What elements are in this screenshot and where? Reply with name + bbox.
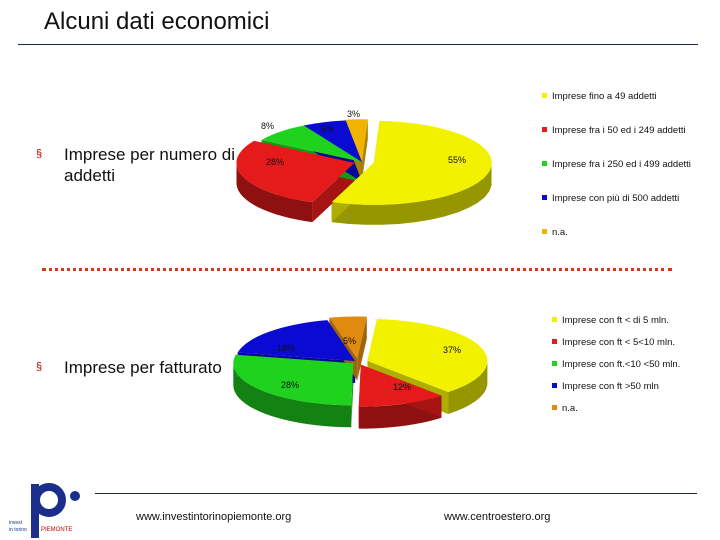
pie-slice-3 xyxy=(303,120,362,162)
pie-slice-0 xyxy=(367,319,488,392)
legend-swatch xyxy=(542,161,547,166)
pie-percent-label-0: 55% xyxy=(448,155,467,165)
svg-text:PIEMONTE: PIEMONTE xyxy=(41,527,72,533)
pie-slice-3 xyxy=(237,320,356,362)
pie-slice-4 xyxy=(329,316,367,359)
legend-swatch xyxy=(552,361,557,366)
pie-slice-side-1 xyxy=(236,161,313,223)
pie-percent-label-1: 28% xyxy=(266,157,285,167)
pie-percent-label-3: 18% xyxy=(277,343,296,353)
bullet-icon: § xyxy=(36,361,43,373)
title-underline xyxy=(18,44,698,45)
dotted-separator xyxy=(42,268,672,271)
slide-title: Alcuni dati economici xyxy=(44,8,270,35)
pie-percent-label-2: 8% xyxy=(261,121,275,131)
section-label-employees: Imprese per numero di addetti xyxy=(64,145,236,185)
pie-slice-0 xyxy=(331,120,492,205)
footer-link-investintorino[interactable]: www.investintorinopiemonte.org xyxy=(136,511,292,523)
footer-link-centroestero[interactable]: www.centroestero.org xyxy=(444,511,551,523)
pie-percent-label-2: 28% xyxy=(281,380,300,390)
legend-swatch xyxy=(552,405,557,410)
pie-chart-employees xyxy=(236,119,492,225)
pie-slice-side-0 xyxy=(331,165,492,225)
pie-slice-side-2 xyxy=(233,363,352,428)
legend-swatch xyxy=(552,383,557,388)
svg-text:invest: invest xyxy=(9,520,23,526)
legend-label: n.a. xyxy=(552,227,568,238)
legend-swatch xyxy=(552,317,557,322)
invest-torino-piemonte-logo: invest in torino PIEMONTE xyxy=(9,483,80,538)
legend-label: Imprese con più di 500 addetti xyxy=(552,193,680,204)
pie-percent-label-1: 12% xyxy=(393,382,412,392)
legend-swatch xyxy=(542,195,547,200)
pie-slice-1 xyxy=(236,140,355,203)
legend-label: Imprese con ft >50 mln xyxy=(562,381,659,392)
legend-label: Imprese fino a 49 addetti xyxy=(552,91,657,102)
legend-label: n.a. xyxy=(562,403,578,414)
section-label-turnover: Imprese per fatturato xyxy=(64,358,222,377)
legend-label: Imprese fra i 250 ed i 499 addetti xyxy=(552,159,691,170)
pie-percent-label-0: 37% xyxy=(443,345,462,355)
legend-swatch xyxy=(542,127,547,132)
legend-swatch xyxy=(552,339,557,344)
pie-percent-label-4: 3% xyxy=(347,109,361,119)
pie-percent-label-4: 5% xyxy=(343,336,357,346)
pie-slice-4 xyxy=(345,119,368,162)
pie-chart-turnover xyxy=(233,316,488,429)
legend-swatch xyxy=(542,229,547,234)
pie-slice-wall-4-1 xyxy=(357,316,367,381)
footer-rule xyxy=(95,493,697,494)
pie-slice-2 xyxy=(261,125,362,162)
legend-label: Imprese con ft < di 5 mln. xyxy=(562,315,669,326)
bullet-icon: § xyxy=(36,148,43,160)
pie-slice-side-0 xyxy=(448,359,488,414)
legend-label: Imprese con ft.<10 <50 mln. xyxy=(562,359,681,370)
legend-label: Imprese fra i 50 ed i 249 addetti xyxy=(552,125,686,136)
legend-label: Imprese con ft < 5<10 mln. xyxy=(562,337,676,348)
pie-percent-label-3: 6% xyxy=(321,124,335,134)
pie-slice-2 xyxy=(233,354,354,406)
pie-slice-1 xyxy=(358,364,442,407)
svg-text:in torino: in torino xyxy=(9,527,27,533)
pie-slice-wall-4-1 xyxy=(361,119,368,182)
legend-swatch xyxy=(542,93,547,98)
